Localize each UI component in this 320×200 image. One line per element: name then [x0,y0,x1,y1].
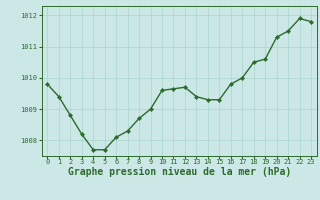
X-axis label: Graphe pression niveau de la mer (hPa): Graphe pression niveau de la mer (hPa) [68,167,291,177]
